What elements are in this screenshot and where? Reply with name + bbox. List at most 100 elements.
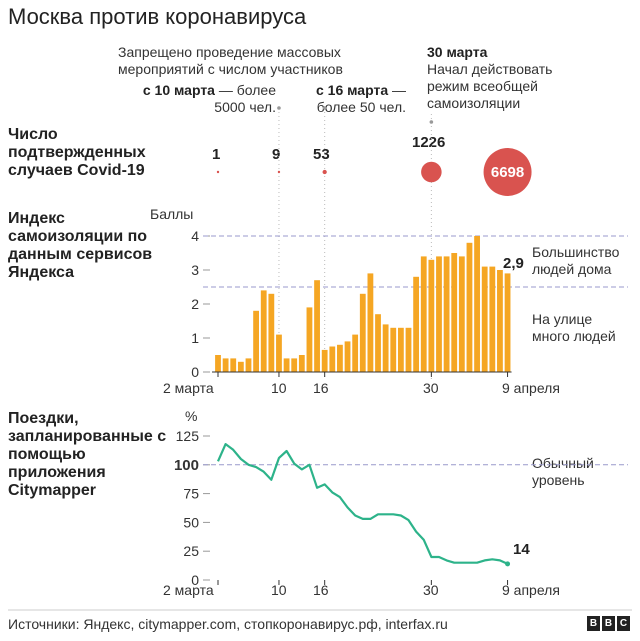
case-label-mar10: 9 (272, 146, 281, 163)
index-bar (215, 355, 221, 372)
march10-text-2: 5000 чел. (214, 99, 276, 115)
case-label-mar30: 1226 (412, 134, 446, 151)
trips-ytick-label: 100 (174, 457, 199, 474)
index-bar (504, 273, 511, 372)
trips-xtick-apr9: 9 апреля (502, 582, 560, 598)
case-label-mar16: 53 (313, 146, 330, 163)
index-bar (382, 324, 389, 372)
trips-ytick-label: 125 (176, 428, 200, 444)
index-bar (337, 344, 343, 372)
trips-unit-label: % (185, 408, 198, 424)
march16-text-1: — (388, 82, 406, 98)
index-xtick-mar2: 2 марта (163, 380, 214, 396)
index-xtick-10: 10 (271, 380, 287, 396)
index-bar (291, 358, 298, 372)
case-label-mar2: 1 (212, 146, 221, 163)
index-bar (237, 361, 244, 372)
bbc-logo: B B C (587, 616, 630, 631)
index-unit-label: Баллы (150, 206, 194, 222)
index-bar (420, 256, 427, 372)
march10-date: с 10 марта (142, 82, 215, 98)
march16-note: с 16 марта — более 50 чел. (316, 82, 406, 116)
index-bar (306, 307, 313, 372)
sources-footer: Источники: Яндекс, citymapper.com, стопк… (8, 616, 448, 632)
case-bubble (277, 170, 281, 174)
index-section-label: Индекс самоизоляции по данным сервисов Я… (8, 210, 153, 281)
march30-text-2: режим всеобщей (427, 78, 538, 94)
index-bar (222, 358, 229, 372)
index-bar (481, 266, 488, 372)
march30-text-1: Начал действовать (427, 61, 553, 77)
index-bar (428, 259, 435, 372)
index-bar (329, 346, 336, 372)
index-bar (436, 256, 442, 372)
index-side-bottom-1: На улице (532, 311, 593, 327)
trips-xtick-mar2: 2 марта (163, 582, 214, 598)
march10-text-1: — более (214, 82, 276, 98)
index-ytick-label: 1 (191, 330, 199, 346)
index-bar (375, 314, 381, 372)
index-bar (359, 293, 366, 372)
index-bar (451, 253, 458, 372)
index-bar (390, 327, 397, 372)
index-side-bottom-2: много людей (532, 328, 616, 344)
index-xtick-30: 30 (423, 380, 439, 396)
index-bar (298, 355, 305, 372)
index-bar (405, 327, 412, 372)
trips-last-point (505, 561, 511, 567)
case-bubble (216, 170, 220, 174)
ban-text-line-1: Запрещено проведение массовых (118, 44, 341, 60)
march30-note: 30 марта Начал действовать режим всеобще… (427, 44, 552, 112)
ban-note: Запрещено проведение массовых мероприяти… (118, 44, 343, 78)
annotation-dot (322, 106, 327, 110)
index-bar (497, 270, 503, 372)
index-xtick-16: 16 (313, 380, 329, 396)
march16-text-2: более 50 чел. (316, 99, 406, 115)
chart-title: Москва против коронавируса (8, 4, 307, 29)
index-side-top: Большинство людей дома (532, 244, 619, 278)
index-ytick-label: 3 (191, 262, 199, 278)
trips-series-line (216, 443, 509, 565)
index-bar (466, 242, 473, 372)
index-bar (276, 334, 282, 372)
index-bar (474, 236, 480, 372)
trips-side-2: уровень (532, 472, 585, 488)
index-ytick-label: 0 (191, 364, 199, 380)
index-bar (260, 290, 267, 372)
trips-last-value: 14 (513, 541, 530, 558)
index-bar (230, 358, 237, 372)
logo-letter-2: B (602, 616, 615, 631)
index-bar (489, 266, 496, 372)
trips-xtick-10: 10 (271, 582, 287, 598)
index-bar (314, 280, 320, 372)
index-bar (253, 310, 259, 372)
case-bubble (421, 161, 442, 183)
index-bar (283, 358, 290, 372)
trips-ytick-label: 25 (183, 543, 199, 559)
trips-ytick-label: 0 (191, 572, 199, 588)
index-bar (443, 256, 450, 372)
march10-note: с 10 марта — более 5000 чел. (143, 82, 276, 116)
index-side-bottom: На улице много людей (532, 311, 616, 345)
index-bar (245, 358, 252, 372)
index-ytick-label: 2 (191, 296, 199, 312)
index-bar (321, 349, 328, 372)
index-side-top-2: людей дома (532, 261, 612, 277)
index-bar (352, 334, 359, 372)
trips-xtick-16: 16 (313, 582, 329, 598)
trips-ytick-label: 75 (183, 486, 199, 502)
march30-text-3: самоизоляции (427, 95, 521, 111)
index-bar (268, 293, 275, 372)
case-label-apr9: 6698 (491, 164, 524, 181)
annotation-dot (277, 106, 281, 110)
trips-side-1: Обычный (532, 455, 594, 471)
case-bubble (322, 169, 327, 175)
annotation-dot (429, 120, 434, 124)
index-side-top-1: Большинство (532, 244, 620, 260)
trips-side-label: Обычный уровень (532, 455, 594, 489)
index-bar (397, 327, 404, 372)
trips-xtick-30: 30 (423, 582, 439, 598)
index-bar (413, 276, 420, 372)
logo-letter-3: C (617, 616, 630, 631)
